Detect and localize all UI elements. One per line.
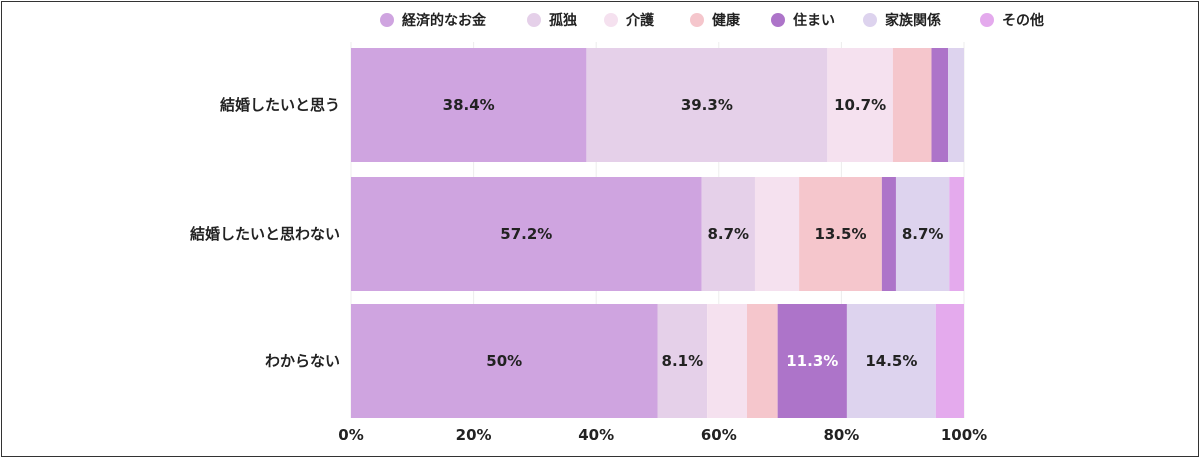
legend-label: その他 (1002, 12, 1044, 29)
bar-segment (351, 48, 587, 162)
legend-label: 家族関係 (885, 12, 941, 29)
legend-label: 孤独 (549, 12, 577, 29)
x-tick-label: 60% (701, 426, 737, 444)
category-label: 結婚したいと思わない (190, 225, 340, 243)
data-label: 8.7% (707, 225, 749, 243)
category-label: 結婚したいと思う (220, 96, 340, 114)
legend-marker (690, 13, 704, 27)
bar-segment (881, 177, 896, 291)
bar-segment (935, 304, 964, 418)
data-label: 10.7% (834, 96, 886, 114)
x-tick-label: 100% (941, 426, 987, 444)
data-label: 8.7% (902, 225, 944, 243)
legend-marker (527, 13, 541, 27)
bar-segment (895, 177, 950, 291)
bar-segment (707, 304, 747, 418)
data-label: 57.2% (500, 225, 552, 243)
legend-label: 健康 (712, 12, 741, 29)
data-label: 14.5% (865, 352, 917, 370)
x-tick-label: 80% (823, 426, 859, 444)
bar-segment (892, 48, 932, 162)
legend-label: 住まい (793, 12, 835, 29)
legend-marker (980, 13, 994, 27)
bar-segment (948, 48, 964, 162)
data-label: 39.3% (681, 96, 733, 114)
bar-segment (746, 304, 778, 418)
data-label: 8.1% (662, 352, 704, 370)
x-tick-label: 40% (578, 426, 614, 444)
legend-label: 介護 (625, 12, 655, 29)
bar-segment (777, 304, 847, 418)
x-tick-label: 0% (338, 426, 363, 444)
legend-label: 経済的なお金 (402, 12, 487, 29)
bar-segment (931, 48, 949, 162)
data-label: 11.3% (786, 352, 838, 370)
bar-segment (351, 177, 702, 291)
category-label: わからない (265, 352, 340, 370)
data-label: 13.5% (814, 225, 866, 243)
bar-segment (351, 304, 658, 418)
legend-marker (863, 13, 877, 27)
bar-segment (701, 177, 755, 291)
bar-segment (846, 304, 936, 418)
legend-marker (380, 13, 394, 27)
bar-segment (949, 177, 964, 291)
legend-marker (604, 13, 618, 27)
data-label: 50% (486, 352, 522, 370)
legend-marker (771, 13, 785, 27)
bar-segment (586, 48, 828, 162)
bar-segment (799, 177, 882, 291)
x-tick-label: 20% (456, 426, 492, 444)
bar-segment (657, 304, 708, 418)
bar-segment (827, 48, 893, 162)
data-label: 38.4% (443, 96, 495, 114)
bar-segment (754, 177, 800, 291)
